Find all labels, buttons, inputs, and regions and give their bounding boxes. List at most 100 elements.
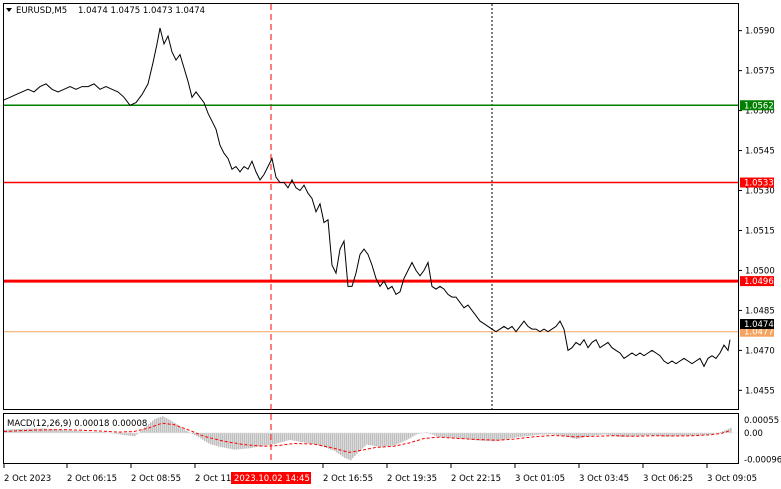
cursor-time-tag-box	[231, 472, 311, 484]
macd-bar	[528, 432, 530, 436]
macd-bar	[258, 432, 260, 447]
symbol-dropdown-icon[interactable]	[6, 8, 12, 12]
macd-bar	[462, 432, 464, 439]
macd-bar	[202, 432, 204, 440]
macd-bar	[182, 428, 184, 433]
symbol-label[interactable]: EURUSD,M5	[16, 6, 67, 16]
macd-bar	[360, 432, 362, 451]
macd-bar	[654, 432, 656, 436]
macd-bar	[622, 432, 624, 437]
price-tick-label: 1.0560	[745, 107, 775, 117]
macd-bar	[662, 432, 664, 437]
macd-bar	[602, 432, 604, 435]
macd-bar	[88, 431, 90, 433]
macd-bar	[420, 432, 422, 434]
macd-bar	[502, 432, 504, 440]
macd-bar	[66, 430, 68, 433]
level-tag-label: 1.0477	[744, 328, 774, 338]
macd-bar	[430, 432, 432, 434]
macd-bar	[104, 432, 106, 433]
macd-bar	[348, 432, 350, 460]
macd-bar	[664, 432, 666, 437]
macd-bar	[328, 432, 330, 449]
macd-bar	[520, 432, 522, 437]
macd-bar	[482, 432, 484, 441]
macd-bar	[494, 432, 496, 442]
macd-bar	[228, 432, 230, 449]
macd-bar	[610, 432, 612, 436]
macd-bar	[128, 432, 130, 436]
macd-bar	[416, 432, 418, 435]
macd-bar	[560, 432, 562, 436]
macd-bar	[636, 432, 638, 437]
macd-bar	[518, 432, 520, 438]
macd-bar	[582, 432, 584, 438]
macd-bar	[632, 432, 634, 437]
macd-bar	[568, 432, 570, 438]
macd-bar	[134, 432, 136, 437]
ohlc-values: 1.0474 1.0475 1.0473 1.0474	[78, 6, 205, 16]
macd-bar	[530, 432, 532, 436]
macd-bar	[48, 428, 50, 433]
macd-bar	[628, 432, 630, 437]
macd-bar	[384, 432, 386, 447]
macd-bar	[34, 428, 36, 433]
current-price-tag-box	[740, 319, 774, 329]
macd-bar	[76, 430, 78, 433]
macd-bar	[380, 432, 382, 447]
macd-bar	[678, 432, 680, 436]
macd-bar	[448, 432, 450, 438]
macd-bar	[722, 431, 724, 433]
macd-bar	[540, 432, 542, 435]
macd-bar	[600, 432, 602, 435]
macd-bar	[400, 432, 402, 443]
macd-bar	[142, 429, 144, 433]
macd-bar	[126, 432, 128, 436]
macd-bar	[290, 432, 292, 441]
macd-bar	[550, 432, 552, 435]
macd-bar	[706, 432, 708, 435]
macd-bar	[466, 432, 468, 440]
macd-bar	[272, 432, 274, 445]
macd-bar	[692, 432, 694, 436]
macd-bar	[490, 432, 492, 442]
macd-bar	[52, 429, 54, 433]
macd-bar	[218, 432, 220, 447]
macd-bar	[256, 432, 258, 447]
macd-bar	[68, 430, 70, 433]
macd-bar	[688, 432, 690, 436]
macd-bar	[388, 432, 390, 447]
macd-bar	[414, 432, 416, 436]
macd-bar	[456, 432, 458, 439]
macd-bar	[590, 432, 592, 436]
macd-bar	[162, 416, 164, 433]
macd-bar	[18, 429, 20, 433]
macd-bar	[492, 432, 494, 442]
macd-bar	[114, 432, 116, 434]
macd-bar	[572, 432, 574, 439]
macd-bar	[278, 432, 280, 443]
level-tag-box	[740, 177, 774, 188]
macd-bar	[646, 432, 648, 436]
macd-bar	[320, 432, 322, 446]
macd-bar	[524, 432, 526, 437]
macd-bar	[660, 432, 662, 437]
macd-bar	[226, 432, 228, 449]
macd-bar	[232, 432, 234, 450]
main-plot-frame	[3, 3, 739, 410]
macd-bar	[552, 432, 554, 435]
macd-bar	[488, 432, 490, 442]
macd-bar	[592, 432, 594, 436]
macd-bar	[666, 432, 668, 437]
macd-bar	[498, 432, 500, 441]
macd-bar	[242, 432, 244, 449]
macd-bar	[652, 432, 654, 436]
macd-bar	[576, 432, 578, 440]
macd-bar	[574, 432, 576, 439]
macd-bar	[506, 432, 508, 440]
macd-bar	[356, 432, 358, 454]
macd-bar	[168, 419, 170, 433]
macd-bar	[570, 432, 572, 438]
macd-bar	[450, 432, 452, 439]
